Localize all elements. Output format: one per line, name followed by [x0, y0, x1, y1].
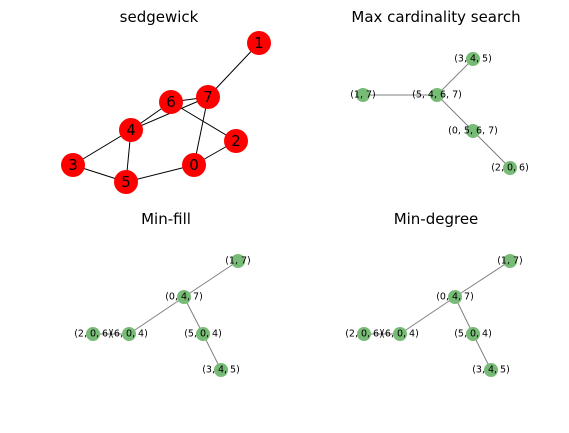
node-label: (0, 5, 6, 7)	[448, 126, 498, 137]
node-label: (5, 0, 4)	[184, 329, 222, 340]
graph-node-5-0-4	[196, 327, 210, 341]
graph-edge	[399, 296, 456, 335]
panel-title-min-fill: Min-fill	[141, 210, 191, 228]
graph-edge	[128, 296, 185, 335]
graph-node-0-4-7	[448, 290, 462, 304]
graph-node-5-4-6-7	[430, 88, 444, 102]
graph-edge	[207, 42, 260, 98]
node-label: 1	[254, 34, 264, 52]
node-label: (2, 0, 6)	[345, 329, 383, 340]
panel-min-degree: (1, 7) (0, 4, 7) (2, 0, 6)(6, 0, 4) (5, 0, …	[345, 254, 523, 377]
graph-edge	[472, 130, 511, 169]
graph-edge	[183, 260, 239, 298]
node-label: 6	[166, 93, 176, 111]
graph-node-3	[61, 153, 85, 177]
node-label: (2, 0, 6)	[74, 329, 112, 340]
node-label: (3, 4, 5)	[454, 54, 492, 65]
graph-node-2	[224, 129, 248, 153]
graph-node-2-0-6	[503, 161, 517, 175]
graph-node-6-0-4	[393, 327, 407, 341]
graph-node-1-7	[356, 88, 370, 102]
node-label: (1, 7)	[225, 256, 251, 267]
graph-node-3-4-5	[466, 52, 480, 66]
graph-node-6	[159, 90, 183, 114]
graph-node-0-4-7	[177, 290, 191, 304]
graph-node-3-4-5	[484, 363, 498, 377]
graph-edge	[454, 260, 511, 298]
node-label: (3, 4, 5)	[202, 365, 240, 376]
node-label: (3, 4, 5)	[472, 365, 510, 376]
node-label: 5	[121, 173, 131, 191]
node-label: 0	[189, 156, 199, 174]
graph-edge	[436, 58, 474, 96]
graph-node-5	[114, 170, 138, 194]
graph-node-1	[247, 31, 271, 55]
panel-sedgewick: 1 7 6 4 2 3 0 5	[61, 31, 271, 194]
graph-node-1-7	[503, 254, 517, 268]
graph-node-1-7	[231, 254, 245, 268]
node-label: (1, 7)	[497, 256, 523, 267]
node-label: (0, 4, 7)	[165, 292, 203, 303]
node-label: (0, 4, 7)	[436, 292, 474, 303]
panel-max-cardinality-search: (3, 4, 5) (1, 7) (5, 4, 6, 7) (0, 5, 6, 7) (…	[350, 52, 529, 175]
graph-node-0	[182, 153, 206, 177]
graph-node-2-0-6	[357, 327, 371, 341]
node-label: (6, 0, 4)	[381, 329, 419, 340]
panel-title-min-degree: Min-degree	[394, 210, 479, 228]
node-label: 2	[231, 132, 241, 150]
panel-title-max-cardinality-search: Max cardinality search	[351, 8, 520, 26]
node-label: 4	[126, 121, 136, 139]
graph-node-7	[196, 85, 220, 109]
node-label: (6, 0, 4)	[110, 329, 148, 340]
node-label: (1, 7)	[350, 90, 376, 101]
graph-node-6-0-4	[122, 327, 136, 341]
node-label: (5, 0, 4)	[454, 329, 492, 340]
graph-node-5-0-4	[466, 327, 480, 341]
graph-node-4	[119, 118, 143, 142]
graph-edge	[436, 94, 474, 132]
panel-title-sedgewick: sedgewick	[120, 8, 199, 26]
graph-node-3-4-5	[214, 363, 228, 377]
panel-min-fill: (1, 7) (0, 4, 7) (2, 0, 6)(6, 0, 4) (5, 0, …	[74, 254, 251, 377]
node-label: 3	[68, 156, 78, 174]
node-label: (2, 0, 6)	[491, 163, 529, 174]
node-label: 7	[203, 88, 213, 106]
graph-node-2-0-6	[86, 327, 100, 341]
graph-node-0-5-6-7	[466, 124, 480, 138]
node-label: (5, 4, 6, 7)	[412, 90, 462, 101]
